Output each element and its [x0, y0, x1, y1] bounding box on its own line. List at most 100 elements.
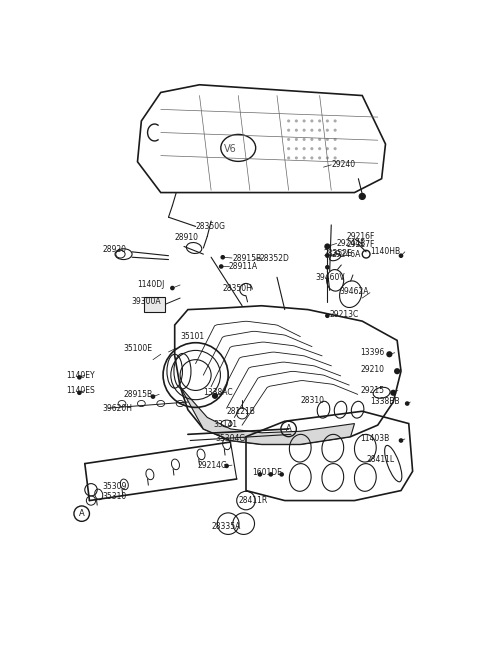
Circle shape [326, 138, 329, 141]
Circle shape [295, 147, 298, 150]
Text: 33141: 33141 [214, 420, 238, 429]
Circle shape [359, 193, 365, 200]
Circle shape [311, 128, 313, 132]
Circle shape [224, 464, 229, 468]
Text: 28915B: 28915B [232, 253, 261, 263]
Circle shape [151, 394, 156, 399]
Text: 39462A: 39462A [339, 288, 369, 297]
Text: 1140DJ: 1140DJ [137, 280, 165, 290]
Text: 11403B: 11403B [360, 434, 390, 443]
Text: V6: V6 [224, 145, 237, 155]
Text: 1338BB: 1338BB [370, 398, 399, 407]
Circle shape [302, 128, 306, 132]
Circle shape [324, 244, 330, 250]
Circle shape [334, 147, 336, 150]
Circle shape [386, 351, 393, 358]
Text: 28411R: 28411R [238, 496, 267, 505]
Circle shape [334, 128, 336, 132]
Circle shape [399, 438, 403, 443]
Text: 1338AC: 1338AC [204, 388, 233, 398]
Text: 29216F: 29216F [347, 232, 375, 241]
Text: 35101: 35101 [180, 332, 204, 341]
Text: 29215: 29215 [360, 386, 384, 395]
Circle shape [390, 390, 396, 396]
Circle shape [318, 119, 321, 122]
Circle shape [295, 157, 298, 159]
Circle shape [212, 393, 218, 399]
Circle shape [287, 157, 290, 159]
Circle shape [258, 472, 262, 477]
Circle shape [287, 119, 290, 122]
Text: 29246A: 29246A [331, 250, 360, 259]
Circle shape [394, 368, 400, 374]
FancyBboxPatch shape [144, 297, 166, 312]
Text: 28910: 28910 [175, 233, 199, 242]
Circle shape [77, 375, 82, 380]
Circle shape [399, 253, 403, 258]
Circle shape [318, 128, 321, 132]
Circle shape [302, 147, 306, 150]
Text: 28310: 28310 [300, 396, 324, 405]
Circle shape [295, 128, 298, 132]
Circle shape [287, 147, 290, 150]
Text: 39300A: 39300A [132, 297, 161, 306]
Text: 29244B: 29244B [336, 239, 366, 248]
Text: 39460V: 39460V [316, 272, 346, 282]
Circle shape [220, 255, 225, 259]
Circle shape [405, 402, 409, 406]
Text: 29213C: 29213C [330, 310, 359, 319]
Text: 35100E: 35100E [123, 344, 153, 352]
Circle shape [326, 157, 329, 159]
Text: 35310: 35310 [103, 492, 127, 501]
Text: 29210: 29210 [360, 365, 384, 374]
Circle shape [287, 128, 290, 132]
Circle shape [219, 264, 224, 269]
Text: 29217F: 29217F [347, 240, 375, 250]
Text: 28335A: 28335A [211, 522, 240, 531]
Polygon shape [180, 386, 355, 444]
Circle shape [279, 472, 284, 477]
Text: 28121B: 28121B [227, 407, 255, 416]
Circle shape [334, 157, 336, 159]
Text: 28411L: 28411L [366, 455, 394, 464]
Text: 13396: 13396 [360, 348, 385, 357]
Text: A: A [79, 509, 84, 518]
Text: 35304G: 35304G [215, 434, 245, 443]
Text: 28350H: 28350H [223, 284, 252, 293]
Text: 35309: 35309 [103, 482, 127, 491]
Text: A: A [286, 424, 291, 434]
Circle shape [318, 147, 321, 150]
Circle shape [302, 157, 306, 159]
Circle shape [311, 157, 313, 159]
Circle shape [325, 314, 330, 318]
Circle shape [77, 390, 82, 395]
Circle shape [311, 138, 313, 141]
Text: 28920: 28920 [103, 245, 127, 254]
Circle shape [170, 286, 175, 290]
Circle shape [295, 119, 298, 122]
Text: 29240: 29240 [331, 160, 355, 170]
Circle shape [311, 147, 313, 150]
Text: 1140HB: 1140HB [370, 246, 400, 255]
Circle shape [326, 119, 329, 122]
Circle shape [287, 138, 290, 141]
Circle shape [326, 147, 329, 150]
Text: 39620H: 39620H [103, 403, 132, 413]
Circle shape [302, 138, 306, 141]
Circle shape [295, 138, 298, 141]
Text: 29214G: 29214G [198, 460, 228, 470]
Text: 28915B: 28915B [123, 390, 153, 399]
Text: 28352E: 28352E [324, 249, 352, 258]
Circle shape [318, 157, 321, 159]
Circle shape [302, 119, 306, 122]
Circle shape [325, 253, 330, 258]
Circle shape [325, 265, 330, 270]
Circle shape [334, 138, 336, 141]
Text: 1140ES: 1140ES [66, 386, 95, 395]
Circle shape [318, 138, 321, 141]
Circle shape [334, 119, 336, 122]
Text: 1140EY: 1140EY [66, 371, 95, 379]
Circle shape [326, 128, 329, 132]
Circle shape [311, 119, 313, 122]
Text: 28352D: 28352D [260, 253, 290, 263]
